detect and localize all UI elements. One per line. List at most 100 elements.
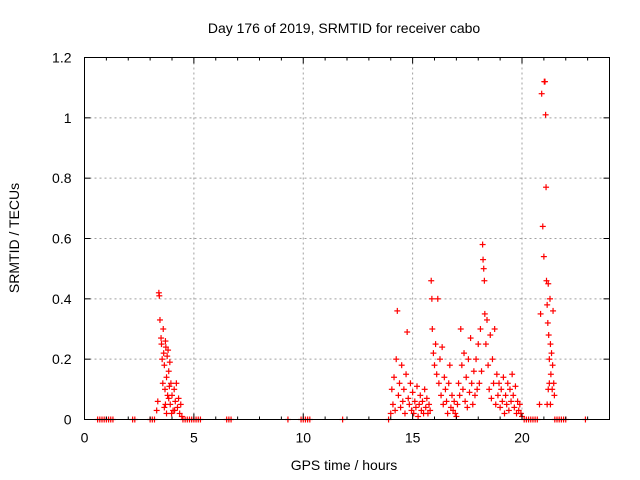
data-point <box>547 371 554 378</box>
data-point <box>497 404 504 411</box>
ticks-layer: 0 5 10 15 20 0 0.2 0.4 0.6 0.8 1 1.2 <box>52 50 610 446</box>
data-point <box>451 398 458 405</box>
x-tick-label: 10 <box>295 430 311 446</box>
data-point <box>512 383 519 390</box>
data-point <box>403 371 410 378</box>
data-point <box>153 407 160 414</box>
chart-title: Day 176 of 2019, SRMTID for receiver cab… <box>208 20 481 36</box>
data-point <box>415 413 422 420</box>
data-point <box>506 386 513 393</box>
data-point <box>466 389 473 396</box>
data-point <box>547 401 554 408</box>
data-point <box>455 380 462 387</box>
y-tick-label: 0.4 <box>52 291 72 307</box>
x-tick-label: 15 <box>405 430 421 446</box>
data-point <box>161 362 168 369</box>
data-point <box>546 356 553 363</box>
data-point <box>488 395 495 402</box>
y-axis-label: SRMTID / TECUs <box>6 183 22 293</box>
data-point <box>481 310 488 317</box>
data-point <box>485 362 492 369</box>
grid-layer <box>84 57 610 420</box>
data-point <box>538 90 545 97</box>
data-point <box>464 404 471 411</box>
data-point <box>399 398 406 405</box>
data-point <box>514 398 521 405</box>
data-point <box>478 368 485 375</box>
data-point <box>409 389 416 396</box>
data-point <box>424 410 431 417</box>
data-point <box>486 386 493 393</box>
data-point <box>405 395 412 402</box>
data-point <box>445 380 452 387</box>
data-point <box>167 380 174 387</box>
data-point <box>469 401 476 408</box>
data-point <box>487 332 494 339</box>
data-point <box>546 380 553 387</box>
data-point <box>442 386 449 393</box>
data-point <box>479 241 486 248</box>
data-point <box>422 404 429 411</box>
data-point <box>158 341 165 348</box>
data-point <box>457 326 464 332</box>
data-point <box>499 398 506 405</box>
data-point <box>476 380 483 387</box>
data-point <box>509 371 516 378</box>
data-point <box>164 353 171 360</box>
y-tick-label: 0 <box>64 412 72 428</box>
data-point <box>537 310 544 317</box>
data-point <box>539 223 546 230</box>
data-point <box>156 292 163 299</box>
data-point <box>436 356 443 363</box>
data-point <box>439 344 446 351</box>
data-point <box>452 410 459 417</box>
data-point <box>419 398 426 405</box>
data-point <box>443 398 450 405</box>
data-point <box>480 256 487 263</box>
data-point <box>397 404 404 411</box>
data-point <box>500 374 507 381</box>
data-point <box>406 401 413 408</box>
data-point <box>493 371 500 378</box>
data-point <box>417 392 424 399</box>
data-point <box>421 386 428 393</box>
data-point <box>467 335 474 342</box>
data-point <box>550 307 557 314</box>
x-tick-label: 5 <box>190 430 198 446</box>
data-point <box>549 362 556 369</box>
data-point <box>444 410 451 417</box>
data-point <box>160 350 167 357</box>
data-point <box>450 407 457 414</box>
data-point <box>517 410 524 417</box>
data-point <box>391 374 398 381</box>
data-point <box>394 307 401 314</box>
data-point <box>435 380 442 387</box>
data-point <box>393 356 400 363</box>
data-point <box>163 374 170 381</box>
data-point <box>489 356 496 363</box>
data-point <box>473 356 480 363</box>
data-point <box>165 395 172 402</box>
data-point <box>428 295 435 302</box>
data-point <box>429 326 436 332</box>
data-point <box>510 392 517 399</box>
x-tick-label: 0 <box>81 430 89 446</box>
data-point <box>551 392 558 399</box>
data-point <box>162 401 169 408</box>
data-point <box>542 111 549 118</box>
data-point <box>447 404 454 411</box>
data-point <box>434 295 441 302</box>
data-point <box>508 398 515 405</box>
y-tick-label: 0.8 <box>52 170 72 186</box>
data-point <box>494 392 501 399</box>
data-point <box>387 410 394 417</box>
data-point <box>407 380 414 387</box>
data-point <box>389 401 396 408</box>
data-point <box>459 386 466 393</box>
data-point <box>430 350 437 357</box>
data-point <box>166 359 173 366</box>
data-point <box>410 410 417 417</box>
data-point <box>176 410 183 417</box>
data-point <box>432 341 439 348</box>
data-point <box>516 401 523 408</box>
